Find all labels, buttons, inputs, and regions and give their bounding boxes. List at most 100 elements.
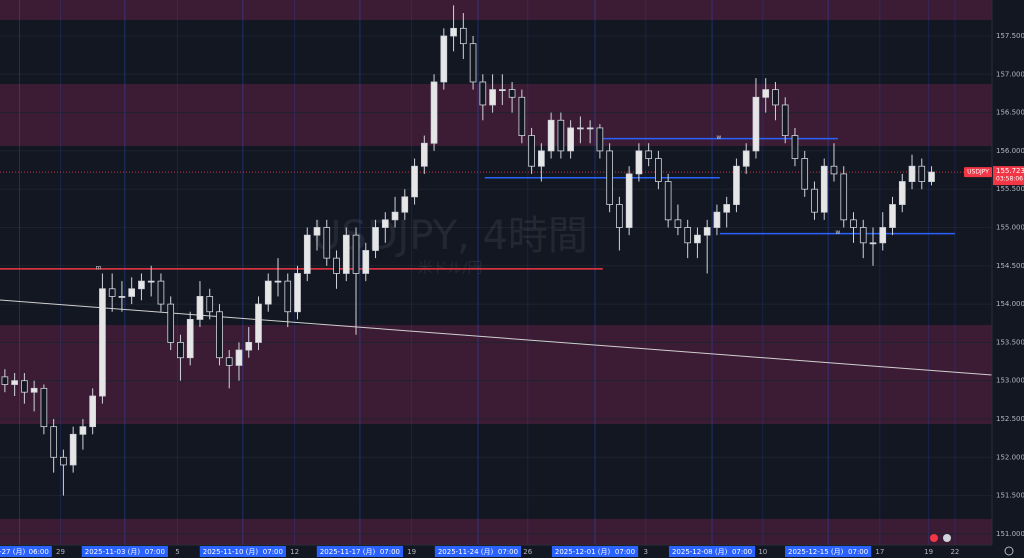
candle-body	[245, 341, 253, 351]
y-tick-label: 156.500	[996, 109, 1024, 117]
x-tick-time: 07:00	[380, 548, 400, 556]
candle-body	[645, 150, 652, 159]
level-marker: m	[96, 264, 102, 271]
candle-body	[752, 96, 760, 152]
x-tick-label: 22	[950, 548, 959, 556]
x-tick-highlight	[785, 546, 872, 557]
candle-body	[840, 173, 848, 221]
candle-body	[781, 104, 789, 136]
candle-body	[879, 227, 887, 244]
candle-body	[128, 288, 136, 297]
x-tick-label: 2025-11-17 (月)	[320, 548, 376, 556]
candle-body	[596, 127, 604, 152]
candle-body	[264, 280, 272, 305]
candle-body	[11, 380, 18, 385]
countdown: 03:58:06	[996, 176, 1023, 183]
x-tick-time: 07:00	[145, 548, 165, 556]
candle-body	[762, 89, 770, 98]
zone	[0, 518, 992, 545]
candle-body	[528, 135, 535, 167]
grid	[0, 0, 992, 545]
candle-body	[352, 234, 360, 274]
candle-body	[430, 81, 438, 144]
candle-body	[274, 280, 282, 283]
candle-body	[635, 150, 643, 175]
zone	[0, 325, 992, 424]
x-tick-label: 19	[924, 548, 933, 556]
candle-body	[655, 158, 662, 182]
x-tick-label: 12	[290, 548, 299, 556]
candle-body	[381, 219, 389, 228]
x-tick-highlight	[551, 546, 639, 557]
price-tag	[993, 166, 1024, 186]
y-tick-label: 151.500	[996, 492, 1024, 500]
candle-body	[898, 181, 906, 205]
candle-body	[362, 250, 370, 274]
candle-body	[313, 227, 321, 236]
candle-body	[859, 227, 867, 244]
x-tick-label: 10	[758, 548, 767, 556]
y-tick-label: 152.000	[996, 453, 1024, 461]
y-tick-label: 157.000	[996, 70, 1024, 78]
candle-body	[830, 165, 838, 175]
x-tick-label: 2025-11-10 (月)	[203, 548, 259, 556]
candle-body	[538, 150, 545, 167]
x-tick-highlight	[199, 546, 286, 557]
candle-body	[79, 426, 87, 435]
candle-body	[216, 311, 223, 359]
flag-icon[interactable]	[943, 534, 951, 542]
candle-body	[889, 204, 896, 228]
x-tick-label: 2025-12-15 (月)	[788, 548, 844, 556]
y-tick-label: 153.500	[996, 338, 1024, 346]
axes: 157.500 157.000 156.500 156.000 155.500 155.0…	[0, 32, 1024, 557]
candle-body	[60, 456, 67, 466]
candle-body	[157, 280, 165, 305]
candle-body	[118, 296, 126, 298]
candle-body	[733, 165, 740, 205]
candle-body	[89, 395, 96, 428]
candle-body	[186, 319, 194, 359]
y-tick-label: 154.000	[996, 300, 1024, 308]
candle-body	[674, 219, 682, 228]
candle-body	[138, 280, 145, 290]
candle-body	[196, 296, 204, 320]
alert-icon[interactable]	[930, 534, 938, 542]
candle-body	[420, 142, 428, 167]
candle-body	[616, 204, 623, 228]
x-tick-highlight	[81, 546, 168, 557]
candle-body	[147, 280, 155, 283]
candle-body	[1, 376, 9, 385]
settings-icon[interactable]	[1004, 546, 1014, 556]
candle-body	[411, 165, 418, 198]
candle-body	[625, 173, 633, 228]
candle-body	[294, 273, 301, 313]
candle-body	[177, 341, 184, 359]
candle-body	[69, 433, 77, 466]
candle-body	[50, 426, 57, 458]
zone	[0, 0, 992, 20]
x-tick-label: 10-27 (月)	[0, 548, 25, 556]
x-tick-highlight	[316, 546, 404, 557]
y-tick-label: 151.000	[996, 530, 1024, 538]
y-tick-label: 153.000	[996, 377, 1024, 385]
y-tick-label: 152.500	[996, 415, 1024, 423]
candle-body	[255, 303, 262, 343]
candle-body	[557, 119, 565, 152]
candle-body	[469, 43, 477, 83]
candle-body	[508, 89, 516, 98]
candle-body	[869, 242, 877, 245]
x-tick-time: 07:00	[263, 548, 283, 556]
x-tick-time: 07:00	[615, 548, 635, 556]
candle-body	[401, 196, 409, 213]
candle-body	[772, 89, 779, 106]
candle-body	[567, 127, 574, 152]
candle-body	[684, 227, 691, 244]
candle-body	[547, 119, 555, 152]
candle-body	[440, 35, 448, 83]
candle-body	[167, 303, 175, 343]
candle-body	[323, 227, 331, 259]
x-tick-label: 17	[875, 548, 884, 556]
candle-body	[499, 89, 506, 92]
candle-body	[450, 27, 457, 37]
